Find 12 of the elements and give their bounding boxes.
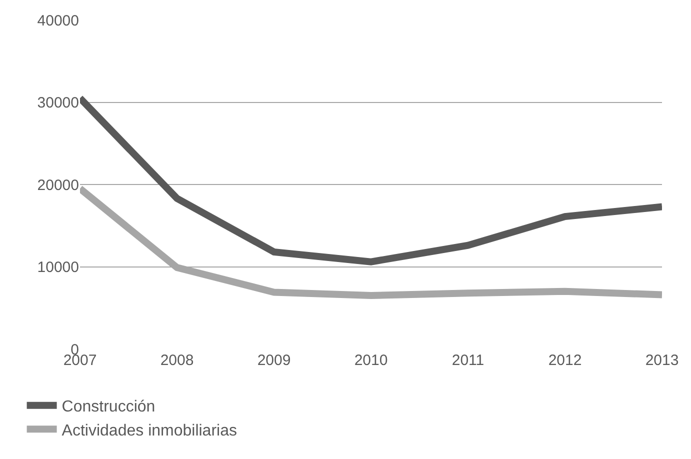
y-tick-label: 40000	[37, 12, 79, 30]
x-tick-label: 2012	[548, 352, 582, 369]
x-tick-label: 2009	[257, 352, 291, 369]
y-tick-label: 10000	[37, 259, 79, 276]
x-tick-label: 2011	[452, 352, 484, 369]
x-tick-label: 2013	[645, 352, 679, 369]
y-tick-label: 30000	[37, 94, 79, 112]
x-tick-label: 2010	[354, 352, 388, 369]
x-tick-label: 2008	[160, 352, 194, 369]
legend-label: Actividades inmobiliarias	[62, 422, 237, 440]
y-tick-label: 20000	[37, 176, 79, 194]
legend-label: Construcción	[62, 398, 156, 416]
